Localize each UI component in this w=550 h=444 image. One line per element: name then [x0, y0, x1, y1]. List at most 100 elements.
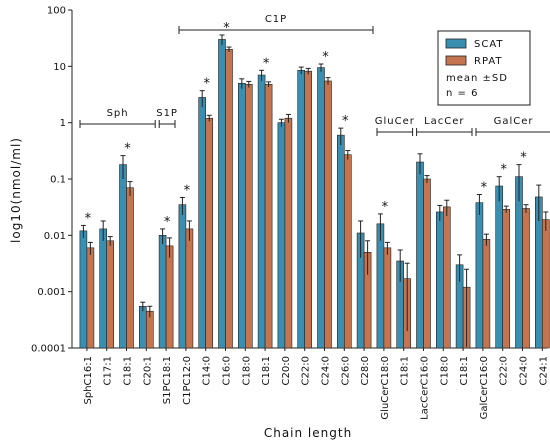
significance-star: *	[164, 215, 171, 230]
category-group: C22:0 *	[495, 163, 511, 385]
group-label: GluCer	[375, 116, 415, 127]
category-group: C24:0 *	[317, 50, 332, 385]
x-tick-label: GalCerC16:0	[479, 356, 490, 419]
bar-rpat	[383, 247, 392, 349]
bar-rpat	[324, 80, 332, 349]
category-group: C16:0 *	[218, 21, 233, 385]
category-group: C14:0 *	[198, 77, 213, 385]
group-label: C1P	[265, 14, 287, 25]
group-label: S1P	[156, 108, 178, 119]
bar-scat	[515, 176, 523, 349]
significance-star: *	[184, 183, 191, 198]
x-tick-label: C18:0	[241, 356, 252, 385]
x-tick-label: C24:0	[519, 356, 530, 385]
bars: SphC16:1*C17:1 C18:1*C20:1 S1PC18:1*C1PC12…	[79, 21, 550, 420]
x-tick-label: C20:0	[281, 356, 292, 385]
bar-rpat	[245, 83, 253, 349]
y-tick-label: 0.1	[50, 175, 66, 186]
significance-star: *	[203, 77, 210, 92]
legend-label-scat: SCAT	[474, 39, 504, 50]
category-group: C1PC12:0 *	[178, 183, 194, 405]
bar-rpat	[225, 49, 233, 349]
bar-scat	[139, 305, 147, 349]
bar-rpat	[502, 208, 511, 349]
y-tick-label: 1	[60, 118, 66, 129]
x-tick-label: C26:0	[340, 356, 351, 385]
y-tick-label: 0.0001	[31, 344, 66, 355]
category-group: C24:1	[534, 184, 550, 385]
bar-scat	[99, 228, 107, 349]
bar-scat	[376, 223, 385, 349]
x-tick-label: C22:0	[301, 356, 312, 385]
bar-scat	[495, 185, 504, 349]
y-tick-label: 0.01	[44, 231, 66, 242]
category-group: C18:1 *	[119, 142, 134, 385]
bar-scat	[336, 134, 345, 349]
x-tick-label: C22:0	[499, 356, 510, 385]
bar-rpat	[205, 117, 213, 349]
bar-scat	[277, 122, 286, 349]
x-tick-label: C18:1	[400, 356, 411, 385]
category-group: GalCerC16:0 *	[475, 181, 491, 419]
bar-rpat	[106, 240, 114, 349]
bar-rpat	[86, 247, 95, 349]
significance-star: *	[382, 200, 389, 215]
bar-scat	[475, 202, 484, 349]
category-group: C18:0	[435, 199, 451, 385]
group-bracket: GluCer	[375, 116, 415, 136]
group-label: Sph	[107, 108, 129, 119]
x-tick-label: SphC16:1	[83, 356, 94, 404]
x-tick-label: C17:1	[103, 356, 114, 385]
y-tick-label: 100	[47, 6, 66, 17]
significance-star: *	[124, 142, 131, 157]
x-tick-label: C24:0	[321, 356, 332, 385]
significance-star: *	[85, 211, 92, 226]
category-group: C17:1	[99, 220, 114, 385]
category-group: C28:0	[356, 220, 372, 385]
bar-rpat	[304, 70, 313, 349]
bar-scat	[257, 74, 266, 349]
significance-star: *	[322, 50, 329, 65]
group-label: LacCer	[424, 116, 464, 127]
group-bracket: S1P	[156, 108, 178, 128]
category-group: C18:1	[396, 249, 412, 385]
bar-scat	[435, 211, 444, 349]
bar-rpat	[482, 239, 491, 349]
x-tick-label: C24:1	[538, 356, 549, 385]
category-group: C20:0	[277, 113, 293, 385]
category-group: GluCerC18:0 *	[376, 200, 392, 420]
x-tick-label: C28:0	[360, 356, 371, 385]
y-tick-label: 0.001	[37, 287, 66, 298]
y-axis-title: log10(nmol/ml)	[9, 137, 23, 243]
bar-scat	[198, 97, 206, 349]
x-tick-label: C18:1	[261, 356, 272, 385]
group-label: GalCer	[494, 116, 534, 127]
category-group: C18:1 *	[257, 56, 273, 385]
x-tick-label: C16:0	[222, 356, 233, 385]
category-group: C26:0 *	[336, 114, 352, 385]
group-bracket: Sph	[79, 108, 156, 128]
bar-rpat	[126, 187, 134, 349]
legend-note-n: n = 6	[446, 88, 478, 99]
bar-scat	[119, 164, 127, 349]
category-group: S1PC18:1 *	[158, 215, 174, 404]
x-tick-label: C14:0	[202, 356, 213, 385]
significance-star: *	[223, 21, 230, 36]
bar-rpat	[264, 83, 273, 349]
x-tick-label: C18:1	[123, 356, 134, 385]
significance-star: *	[342, 114, 349, 129]
group-bracket: C1P	[178, 14, 374, 34]
x-tick-label: C18:1	[459, 356, 470, 385]
x-tick-label: GluCerC18:0	[380, 356, 391, 420]
significance-star: *	[500, 163, 507, 178]
legend-swatch-scat	[445, 38, 467, 49]
group-brackets: Sph S1P C1P GluCer LacCer GalCer	[79, 14, 550, 136]
bar-scat	[79, 230, 88, 349]
significance-star: *	[263, 56, 270, 71]
bar-scat	[317, 67, 325, 349]
bar-rpat	[442, 206, 451, 349]
category-group: C20:1	[139, 301, 154, 385]
bar-rpat	[165, 245, 174, 349]
category-group: LacCerC16:0	[416, 153, 431, 420]
